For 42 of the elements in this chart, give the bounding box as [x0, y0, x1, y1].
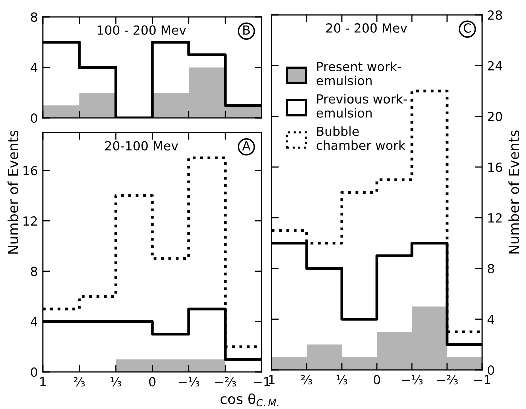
- y-tick-label: 8: [31, 12, 38, 22]
- x-tick-label: 1: [40, 377, 46, 387]
- y-tick-label: 8: [488, 264, 494, 274]
- y-tick-label: 4: [30, 317, 38, 327]
- x-tick-label: −1: [474, 375, 490, 385]
- y-tick-label: 28: [488, 10, 502, 20]
- y-tick-label: 0: [31, 114, 38, 124]
- y-tick-label: 0: [31, 368, 38, 378]
- x-tick-label: −1: [254, 377, 270, 387]
- annotation: 100 - 200 Mev: [98, 26, 186, 36]
- x-tick-label: ⅔: [74, 377, 85, 387]
- annotation: 20-100 Mev: [105, 141, 178, 151]
- y-tick-label: 20: [488, 112, 502, 122]
- y-tick-label: 8: [31, 266, 38, 276]
- y-tick-label: 4: [30, 63, 38, 72]
- x-tick-label: −⅓: [179, 377, 200, 387]
- annotation: A: [242, 141, 251, 151]
- y-tick-label: 4: [488, 315, 494, 324]
- annotation: 20 - 200 Mev: [326, 24, 408, 33]
- y-tick-label: 12: [24, 216, 38, 226]
- x-tick-label: ⅓: [110, 377, 122, 387]
- x-axis-title: cos θ$_{C.M.}$: [220, 394, 279, 407]
- x-tick-label: 1: [269, 375, 275, 385]
- annotation: B: [244, 26, 250, 35]
- annotation: C: [464, 24, 472, 33]
- legend-label: Previous work- emulsion: [316, 94, 408, 118]
- y-tick-label: 16: [488, 162, 502, 172]
- y-tick-label: 16: [24, 166, 38, 176]
- x-tick-label: ⅓: [336, 375, 348, 385]
- y-axis-title: Number of Events: [8, 130, 19, 254]
- x-tick-label: −⅓: [402, 375, 423, 385]
- y-tick-label: 12: [488, 213, 502, 223]
- legend-label: Present work- emulsion: [316, 62, 402, 86]
- x-tick-label: −⅔: [216, 377, 236, 387]
- x-tick-label: 0: [374, 375, 380, 385]
- y-tick-label: 24: [488, 61, 502, 71]
- y-tick-label: 0: [488, 366, 494, 376]
- x-tick-label: ⅔: [301, 375, 312, 385]
- y2-axis-title: Number of Events: [508, 130, 520, 254]
- x-tick-label: 0: [149, 377, 156, 387]
- x-tick-label: −⅔: [437, 375, 458, 385]
- legend-label: Bubble chamber work: [316, 126, 406, 150]
